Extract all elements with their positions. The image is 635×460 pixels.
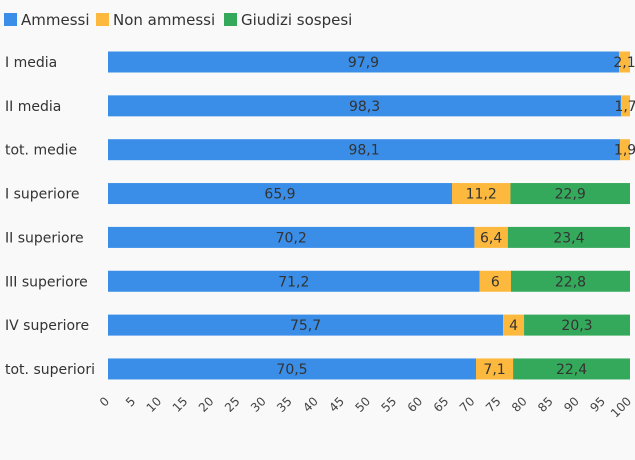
- bar-ammessi-i-superiore: [108, 183, 452, 205]
- x-tick-label-0: 0: [97, 394, 112, 409]
- x-tick-label-60: 60: [405, 394, 426, 415]
- data-label-giudizi-sospesi-ii-superiore: 23,4: [553, 230, 584, 246]
- x-tick-label-30: 30: [248, 394, 269, 415]
- data-label-ammessi-iii-superiore: 71,2: [278, 274, 309, 290]
- bar-non-ammessi-tot-superiori: [476, 358, 514, 380]
- x-tick-label-15: 15: [170, 394, 191, 415]
- x-tick-label-95: 95: [587, 394, 608, 415]
- x-axis-tick-labels: 0 5 10 15 20 25 30 35 40 45 50 55 60 65 70 75 80 85 90 95 10…: [97, 394, 634, 420]
- data-label-ammessi-i-media: 97,9: [348, 55, 379, 71]
- bar-giudizi-sospesi-i-superiore: [510, 183, 630, 205]
- category-label-tot-medie: tot. medie: [5, 143, 77, 159]
- data-label-ammessi-iv-superiore: 75,7: [290, 318, 321, 334]
- bar-ammessi-iii-superiore: [108, 270, 480, 292]
- x-tick-label-65: 65: [431, 394, 452, 415]
- legend-label-giudizi-sospesi: Giudizi sospesi: [241, 11, 352, 29]
- x-tick-label-100: 100: [608, 394, 634, 420]
- x-tick-label-70: 70: [457, 394, 478, 415]
- legend-swatch-ammessi: [4, 13, 17, 26]
- category-label-iii-superiore: III superiore: [5, 274, 88, 290]
- data-label-non-ammessi-ii-superiore: 6,4: [480, 230, 502, 246]
- x-tick-label-10: 10: [144, 394, 165, 415]
- data-label-non-ammessi-tot-superiori: 7,1: [483, 362, 505, 378]
- x-tick-label-35: 35: [274, 394, 295, 415]
- x-tick-label-20: 20: [196, 394, 217, 415]
- legend: Ammessi Non ammessi Giudizi sospesi: [4, 11, 352, 29]
- data-label-ammessi-tot-medie: 98,1: [348, 143, 379, 159]
- bar-ammessi-ii-media: [108, 95, 622, 117]
- bar-giudizi-sospesi-iii-superiore: [510, 270, 630, 292]
- legend-label-non-ammessi: Non ammessi: [113, 11, 215, 29]
- data-label-non-ammessi-i-media: 2,1: [613, 55, 635, 71]
- data-label-ammessi-ii-media: 98,3: [349, 99, 380, 115]
- x-tick-label-80: 80: [509, 394, 530, 415]
- x-tick-label-85: 85: [535, 394, 556, 415]
- bar-giudizi-sospesi-iv-superiore: [524, 314, 630, 336]
- bar-non-ammessi-iv-superiore: [503, 314, 525, 336]
- category-label-ii-superiore: II superiore: [5, 230, 84, 246]
- x-tick-label-5: 5: [123, 394, 138, 409]
- bar-non-ammessi-i-media: [619, 51, 630, 73]
- category-label-i-media: I media: [5, 55, 57, 71]
- bar-non-ammessi-ii-media: [621, 95, 630, 117]
- x-tick-label-25: 25: [222, 394, 243, 415]
- bar-giudizi-sospesi-ii-superiore: [507, 226, 630, 248]
- data-label-giudizi-sospesi-iii-superiore: 22,8: [555, 274, 586, 290]
- x-tick-label-75: 75: [483, 394, 504, 415]
- category-label-ii-media: II media: [5, 99, 61, 115]
- bar-non-ammessi-iii-superiore: [479, 270, 511, 292]
- legend-label-ammessi: Ammessi: [21, 11, 90, 29]
- data-label-ammessi-ii-superiore: 70,2: [276, 230, 307, 246]
- category-labels: I media II media tot. medie I superiore II s…: [5, 55, 95, 378]
- bar-non-ammessi-i-superiore: [452, 183, 511, 205]
- data-label-giudizi-sospesi-iv-superiore: 20,3: [561, 318, 592, 334]
- legend-swatch-non-ammessi: [96, 13, 109, 26]
- legend-swatch-giudizi-sospesi: [224, 13, 237, 26]
- bars: 97,9 2,1 98,3 1,7 98,1 1,9 65,9 11,2 22,9 70,2 6,4…: [108, 51, 635, 380]
- data-label-ammessi-i-superiore: 65,9: [264, 187, 295, 203]
- data-label-non-ammessi-tot-medie: 1,9: [614, 143, 635, 159]
- bar-non-ammessi-tot-medie: [620, 139, 630, 161]
- bar-ammessi-tot-medie: [108, 139, 621, 161]
- x-tick-label-90: 90: [561, 394, 582, 415]
- bar-non-ammessi-ii-superiore: [474, 226, 508, 248]
- x-tick-label-40: 40: [300, 394, 321, 415]
- bar-ammessi-ii-superiore: [108, 226, 475, 248]
- bar-ammessi-iv-superiore: [108, 314, 504, 336]
- category-label-i-superiore: I superiore: [5, 187, 80, 203]
- data-label-non-ammessi-i-superiore: 11,2: [466, 187, 497, 203]
- x-tick-label-45: 45: [326, 394, 347, 415]
- category-label-iv-superiore: IV superiore: [5, 318, 89, 334]
- data-label-non-ammessi-iii-superiore: 6: [491, 274, 500, 290]
- data-label-giudizi-sospesi-i-superiore: 22,9: [555, 187, 586, 203]
- bar-giudizi-sospesi-tot-superiori: [513, 358, 630, 380]
- data-label-giudizi-sospesi-tot-superiori: 22,4: [556, 362, 587, 378]
- bar-ammessi-i-media: [108, 51, 620, 73]
- data-label-non-ammessi-iv-superiore: 4: [509, 318, 518, 334]
- data-label-non-ammessi-ii-media: 1,7: [614, 99, 635, 115]
- bar-ammessi-tot-superiori: [108, 358, 477, 380]
- x-tick-label-50: 50: [352, 394, 373, 415]
- x-tick-label-55: 55: [379, 394, 400, 415]
- category-label-tot-superiori: tot. superiori: [5, 362, 95, 378]
- data-label-ammessi-tot-superiori: 70,5: [276, 362, 307, 378]
